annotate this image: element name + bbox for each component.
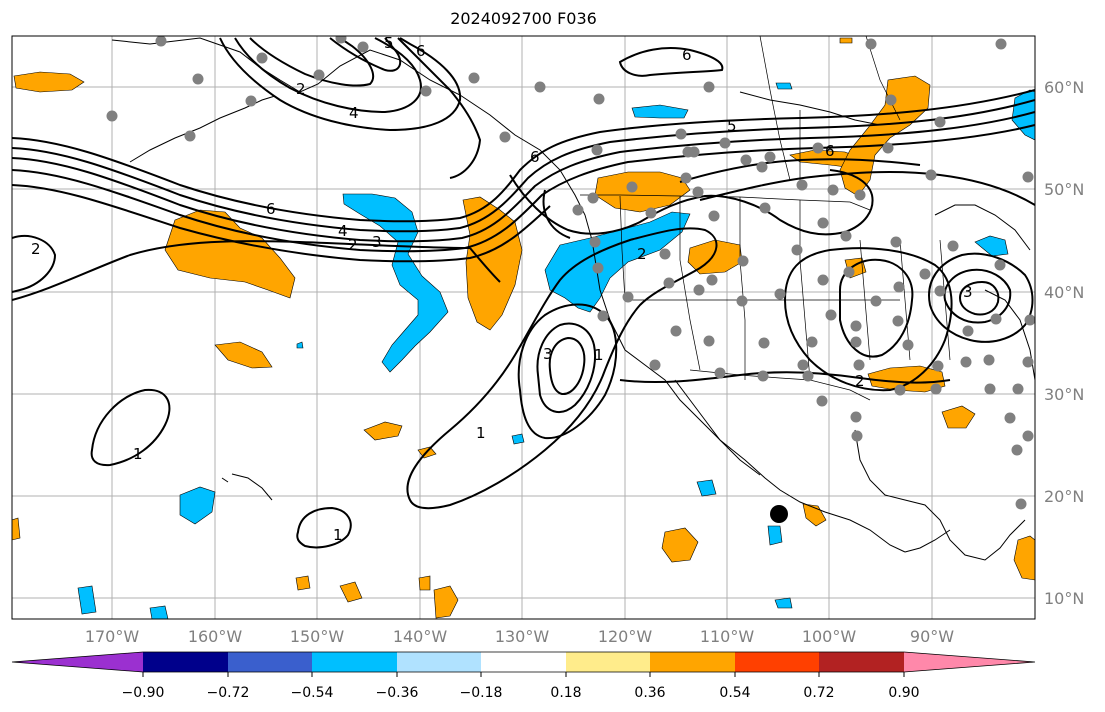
- contour-label: 1: [594, 346, 604, 364]
- colorbar-tick-label: 0.90: [888, 685, 919, 701]
- colorbar-segment: [650, 652, 735, 672]
- colorbar-segment: [819, 652, 904, 672]
- contour-label-group: 2 6 4 3 2 4 6 5 5 6 6 2 3 1 1 1 1 2 2 3 …: [31, 34, 973, 544]
- longitude-label: 120°W: [598, 627, 653, 646]
- storm-marker: [770, 505, 788, 523]
- contour-label: 3: [372, 233, 382, 251]
- colorbar-segment: [312, 652, 397, 672]
- longitude-label: 140°W: [393, 627, 448, 646]
- contour-label: 1: [333, 526, 343, 544]
- contour-label: 3: [963, 283, 973, 301]
- contour-label: 2: [348, 236, 358, 254]
- colorbar-tick-label: 0.54: [719, 685, 750, 701]
- colorbar: [11, 651, 1036, 677]
- latitude-label: 60°N: [1044, 78, 1084, 97]
- colorbar-tick-label: 0.18: [550, 685, 581, 701]
- contour-label: 3: [543, 345, 553, 363]
- colorbar-tick-label: −0.72: [207, 685, 250, 701]
- colorbar-tick-label: −0.90: [122, 685, 165, 701]
- colorbar-extend-high: [904, 652, 1035, 672]
- graticule: [12, 36, 1035, 619]
- contour-label: 5: [384, 34, 394, 52]
- contour-label: 5: [727, 117, 737, 135]
- latitude-label: 20°N: [1044, 487, 1084, 506]
- longitude-label: 100°W: [802, 627, 857, 646]
- contour-label: 6: [266, 200, 276, 218]
- contour-label: 6: [530, 148, 540, 166]
- station-markers: [106, 36, 1035, 510]
- longitude-label: 160°W: [188, 627, 243, 646]
- longitude-label: 90°W: [910, 627, 954, 646]
- contour-label: 4: [338, 222, 348, 240]
- political-borders: [580, 36, 951, 401]
- colorbar-tick-label: −0.18: [460, 685, 503, 701]
- contour-label: 2: [31, 240, 41, 258]
- colorbar-extend-low: [12, 652, 143, 672]
- colorbar-tick-label: −0.36: [376, 685, 419, 701]
- contour-label: 6: [416, 42, 426, 60]
- colorbar-tick-label: 0.36: [634, 685, 665, 701]
- contour-label: 2: [296, 80, 306, 98]
- contour-label: 1: [476, 424, 486, 442]
- contour-lines: [12, 37, 1035, 549]
- contour-label: 6: [825, 142, 835, 160]
- latitude-label: 50°N: [1044, 180, 1084, 199]
- contour-label: 2: [637, 245, 647, 263]
- latitude-label: 40°N: [1044, 283, 1084, 302]
- latitude-label: 10°N: [1044, 589, 1084, 608]
- longitude-label: 110°W: [700, 627, 755, 646]
- negative-anomaly-fills: [77, 82, 1035, 619]
- colorbar-segment: [397, 652, 481, 672]
- latitude-axis: 60°N 50°N 40°N 30°N 20°N 10°N: [1044, 78, 1084, 608]
- colorbar-segment: [228, 652, 312, 672]
- longitude-axis: 170°W 160°W 150°W 140°W 130°W 120°W 110°…: [85, 627, 954, 646]
- colorbar-segment: [143, 652, 228, 672]
- colorbar-segment: [481, 652, 566, 672]
- colorbar-tick-label: −0.54: [291, 685, 334, 701]
- contour-label: 2: [855, 372, 865, 390]
- longitude-label: 150°W: [290, 627, 345, 646]
- map-frame: [11, 35, 1036, 620]
- contour-label: 1: [133, 445, 143, 463]
- colorbar-segment: [735, 652, 819, 672]
- longitude-label: 170°W: [85, 627, 140, 646]
- contour-label: 4: [349, 104, 359, 122]
- colorbar-tick-label: 0.72: [803, 685, 834, 701]
- latitude-label: 30°N: [1044, 385, 1084, 404]
- contour-label: 6: [682, 46, 692, 64]
- longitude-label: 130°W: [495, 627, 550, 646]
- colorbar-segment: [566, 652, 650, 672]
- map-title: 2024092700 F036: [450, 9, 597, 28]
- colorbar-ticks: −0.90 −0.72 −0.54 −0.36 −0.18 0.18 0.36 …: [122, 685, 920, 701]
